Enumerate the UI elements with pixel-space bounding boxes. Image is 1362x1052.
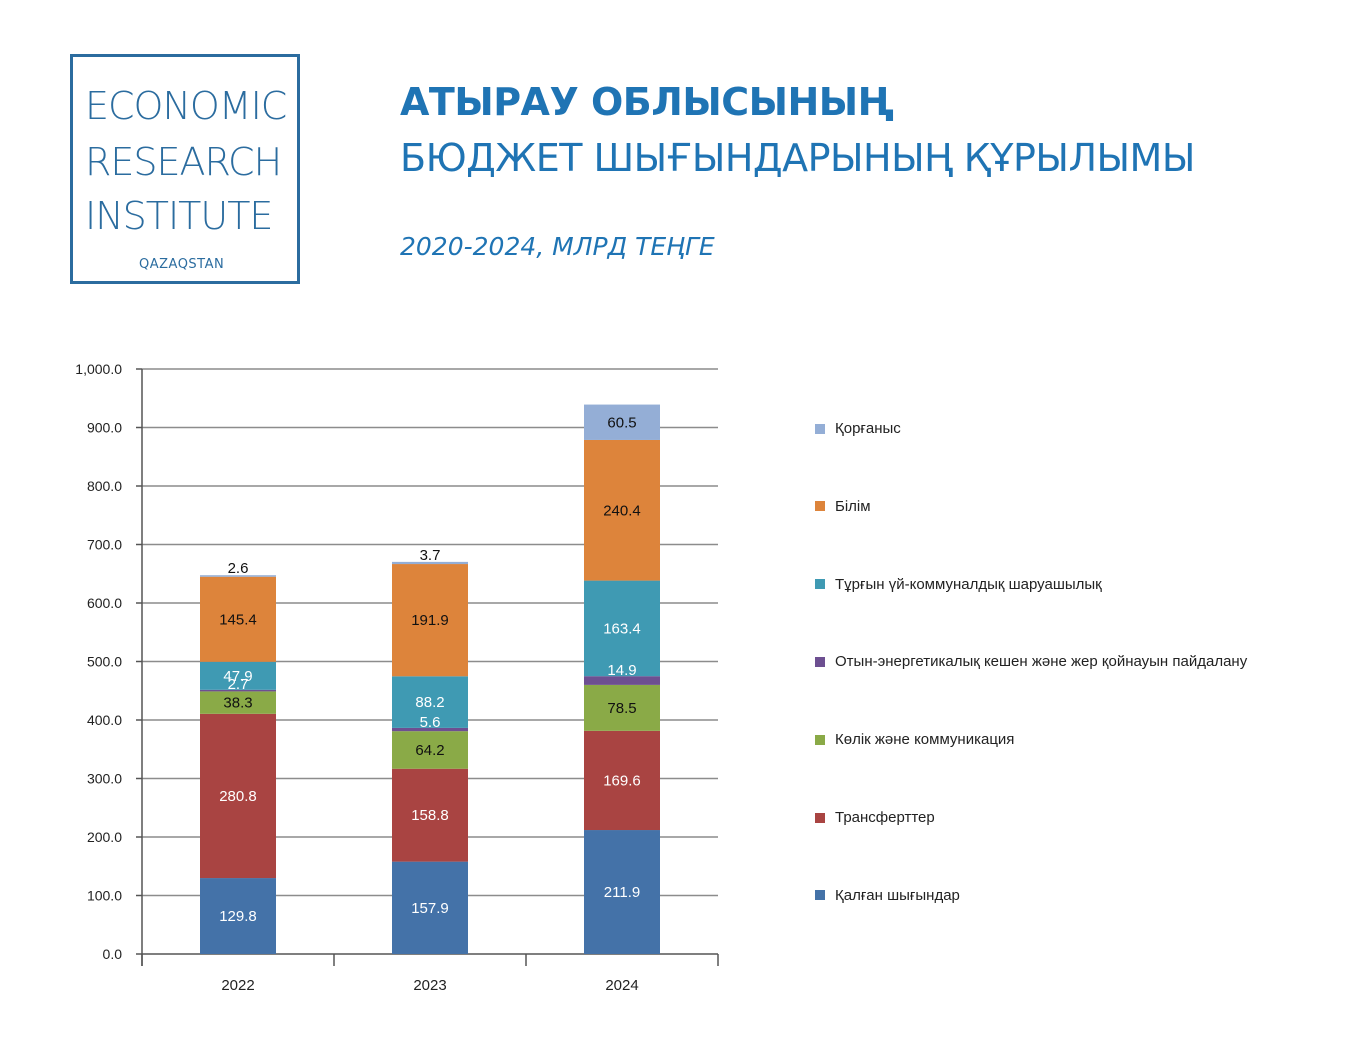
data-label: 163.4 bbox=[603, 620, 641, 637]
bar-segment bbox=[584, 684, 660, 731]
legend-swatch bbox=[815, 734, 825, 745]
legend-label: Көлік және коммуникация bbox=[835, 731, 1015, 749]
logo-text-research: RESEARCH bbox=[85, 140, 282, 184]
bar-segment bbox=[200, 691, 276, 714]
x-tick-label: 2024 bbox=[605, 977, 638, 994]
legend-label: Отын-энергетикалық кешен және жер қойнау… bbox=[835, 653, 1248, 671]
bar-segment bbox=[584, 404, 660, 440]
legend-swatch bbox=[815, 579, 825, 590]
data-label: 129.8 bbox=[219, 908, 257, 925]
data-label: 211.9 bbox=[604, 884, 640, 901]
data-label: 191.9 bbox=[411, 612, 449, 629]
bar-segment bbox=[584, 830, 660, 954]
logo-text-institute: INSTITUTE bbox=[85, 194, 273, 238]
data-label: 158.8 bbox=[411, 807, 449, 824]
y-tick-label: 1,000.0 bbox=[75, 361, 122, 377]
data-label: 2.7 bbox=[228, 676, 249, 693]
bar-segment bbox=[584, 730, 660, 831]
data-label: 47.9 bbox=[223, 668, 252, 685]
data-label: 5.6 bbox=[420, 714, 441, 731]
y-tick-label: 600.0 bbox=[87, 595, 122, 611]
legend-label: Қорғаныс bbox=[835, 420, 901, 437]
logo-text-economic: ECONOMIC bbox=[85, 84, 287, 128]
data-label: 2.6 bbox=[228, 560, 249, 577]
y-tick-label: 800.0 bbox=[87, 478, 122, 494]
data-label: 145.4 bbox=[219, 611, 257, 628]
y-tick-label: 900.0 bbox=[87, 420, 122, 436]
bar-segment bbox=[392, 676, 468, 728]
bar-segment bbox=[200, 713, 276, 879]
y-tick-label: 400.0 bbox=[87, 712, 122, 728]
data-label: 169.6 bbox=[603, 772, 641, 789]
data-label: 157.9 bbox=[411, 900, 449, 917]
x-tick-label: 2023 bbox=[413, 977, 446, 994]
legend-swatch bbox=[815, 501, 825, 512]
data-label: 38.3 bbox=[223, 695, 252, 712]
legend-item: Білім bbox=[815, 498, 871, 515]
legend-item: Көлік және коммуникация bbox=[815, 731, 1014, 748]
logo-text-qazaqstan: QAZAQSTAN bbox=[139, 257, 225, 272]
legend-label: Білім bbox=[835, 497, 871, 515]
bar-segment bbox=[392, 564, 468, 677]
y-tick-label: 700.0 bbox=[87, 537, 122, 553]
y-tick-label: 100.0 bbox=[87, 888, 122, 904]
data-label: 14.9 bbox=[607, 662, 636, 679]
bar-segment bbox=[392, 768, 468, 862]
bar-segment bbox=[584, 439, 660, 581]
data-label: 60.5 bbox=[607, 414, 636, 431]
legend-swatch bbox=[815, 812, 825, 823]
y-tick-label: 300.0 bbox=[87, 771, 122, 787]
bar-segment bbox=[392, 731, 468, 769]
bar-segment bbox=[584, 676, 660, 685]
data-label: 280.8 bbox=[219, 788, 257, 805]
data-label: 240.4 bbox=[603, 502, 641, 519]
y-tick-label: 500.0 bbox=[87, 654, 122, 670]
legend-item: Трансферттер bbox=[815, 809, 935, 826]
legend-item: Қалған шығындар bbox=[815, 887, 960, 904]
legend-swatch bbox=[815, 656, 825, 667]
data-label: 88.2 bbox=[415, 694, 444, 711]
page-title-line2: БЮДЖЕТ ШЫҒЫНДАРЫНЫҢ ҚҰРЫЛЫМЫ bbox=[400, 136, 1195, 180]
bar-segment bbox=[200, 576, 276, 662]
page-title-line1: АТЫРАУ ОБЛЫСЫНЫҢ bbox=[400, 80, 894, 124]
data-label: 64.2 bbox=[415, 742, 444, 759]
legend-item: Қорғаныс bbox=[815, 420, 901, 437]
bar-segment bbox=[392, 561, 468, 565]
bar-segment bbox=[392, 861, 468, 954]
y-tick-label: 200.0 bbox=[87, 829, 122, 845]
logo: ECONOMIC RESEARCH INSTITUTE QAZAQSTAN bbox=[70, 54, 300, 284]
legend-label: Тұрғын үй-коммуналдық шаруашылық bbox=[835, 575, 1102, 593]
legend-swatch bbox=[815, 890, 825, 901]
data-label: 78.5 bbox=[607, 700, 636, 717]
bar-segment bbox=[584, 580, 660, 677]
x-tick-label: 2022 bbox=[221, 977, 254, 994]
bar-segment bbox=[200, 689, 276, 692]
page-subtitle: 2020-2024, МЛРД ТЕҢГЕ bbox=[400, 232, 715, 261]
bar-segment bbox=[200, 575, 276, 577]
data-label: 3.7 bbox=[420, 547, 441, 564]
legend-item: Тұрғын үй-коммуналдық шаруашылық bbox=[815, 576, 1102, 593]
legend-item: Отын-энергетикалық кешен және жер қойнау… bbox=[815, 653, 1247, 670]
legend-label: Қалған шығындар bbox=[835, 886, 960, 904]
bar-segment bbox=[200, 661, 276, 690]
y-tick-label: 0.0 bbox=[103, 946, 123, 962]
bar-segment bbox=[200, 878, 276, 954]
bar-segment bbox=[392, 727, 468, 732]
legend-label: Трансферттер bbox=[835, 809, 935, 826]
legend-swatch bbox=[815, 423, 825, 434]
